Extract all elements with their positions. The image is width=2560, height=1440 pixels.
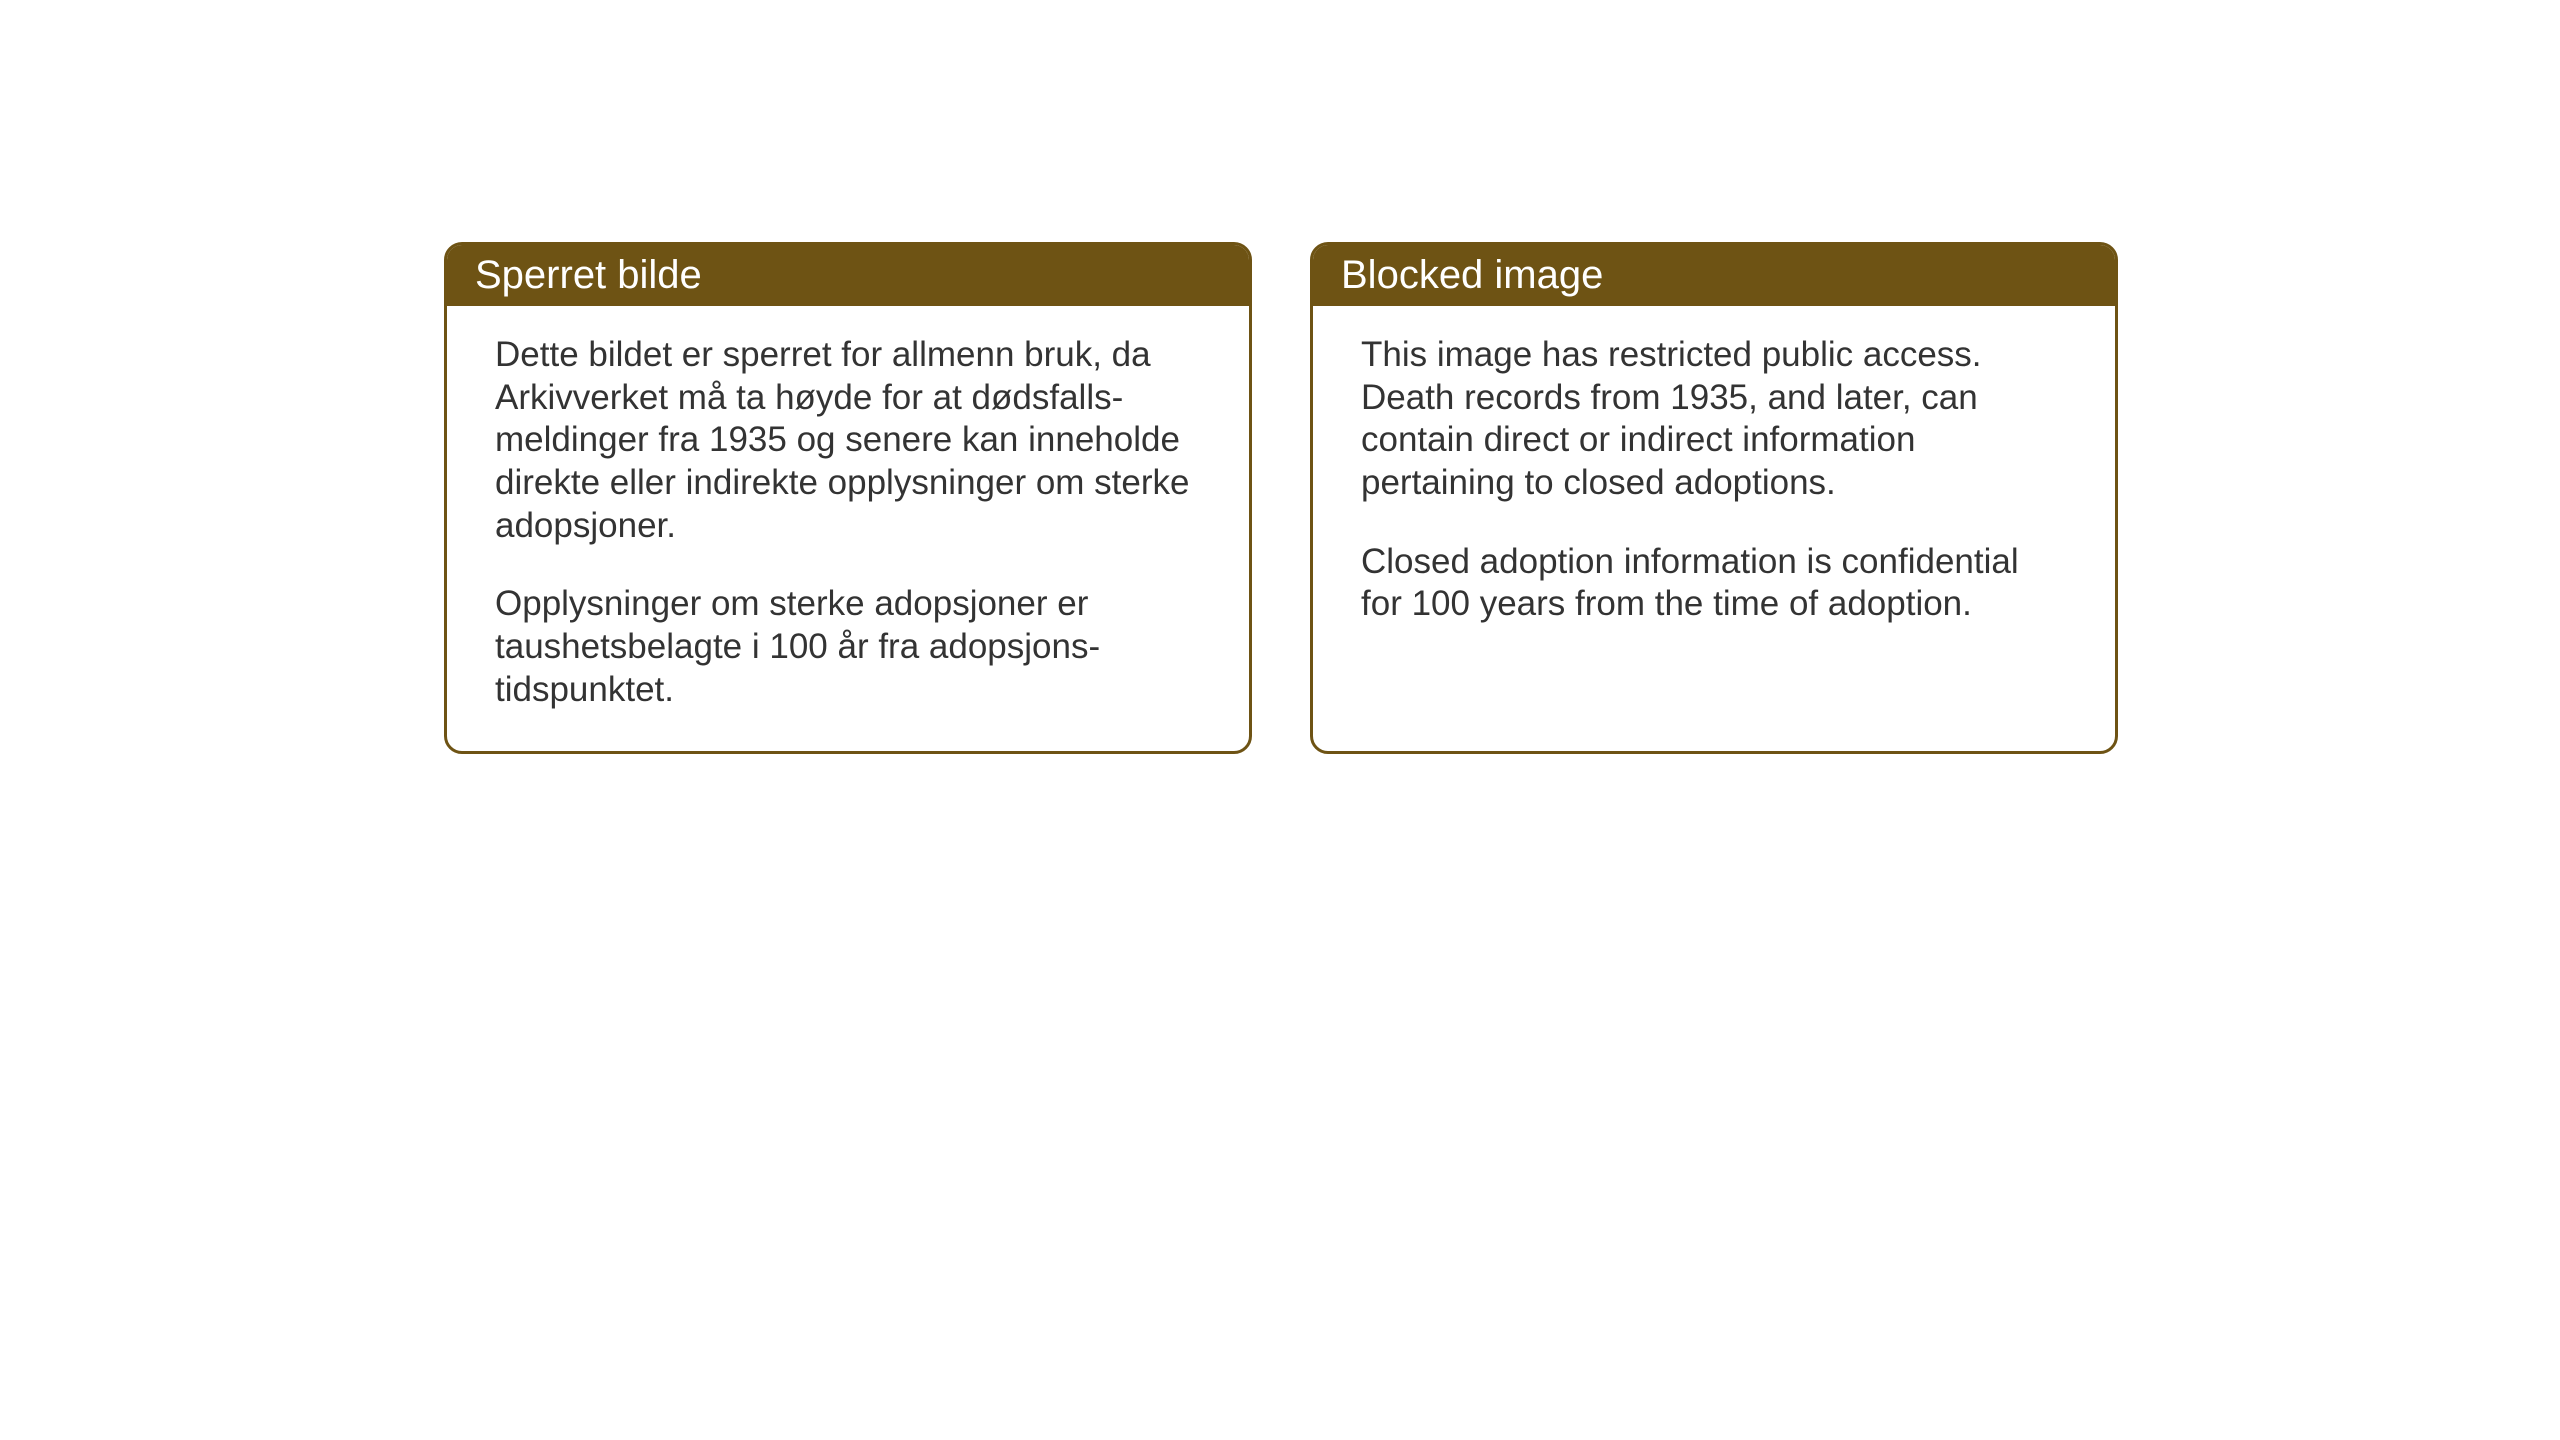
card-paragraph-norwegian-1: Dette bildet er sperret for allmenn bruk… [495, 334, 1201, 547]
card-header-norwegian: Sperret bilde [447, 245, 1249, 306]
notice-card-english: Blocked image This image has restricted … [1310, 242, 2118, 754]
card-title-norwegian: Sperret bilde [475, 253, 702, 297]
card-paragraph-english-1: This image has restricted public access.… [1361, 334, 2067, 505]
notice-card-norwegian: Sperret bilde Dette bildet er sperret fo… [444, 242, 1252, 754]
card-paragraph-norwegian-2: Opplysninger om sterke adopsjoner er tau… [495, 583, 1201, 711]
card-header-english: Blocked image [1313, 245, 2115, 306]
card-title-english: Blocked image [1341, 253, 1603, 297]
card-body-english: This image has restricted public access.… [1313, 306, 2115, 664]
card-body-norwegian: Dette bildet er sperret for allmenn bruk… [447, 306, 1249, 750]
card-paragraph-english-2: Closed adoption information is confident… [1361, 541, 2067, 626]
notice-container: Sperret bilde Dette bildet er sperret fo… [444, 242, 2118, 754]
